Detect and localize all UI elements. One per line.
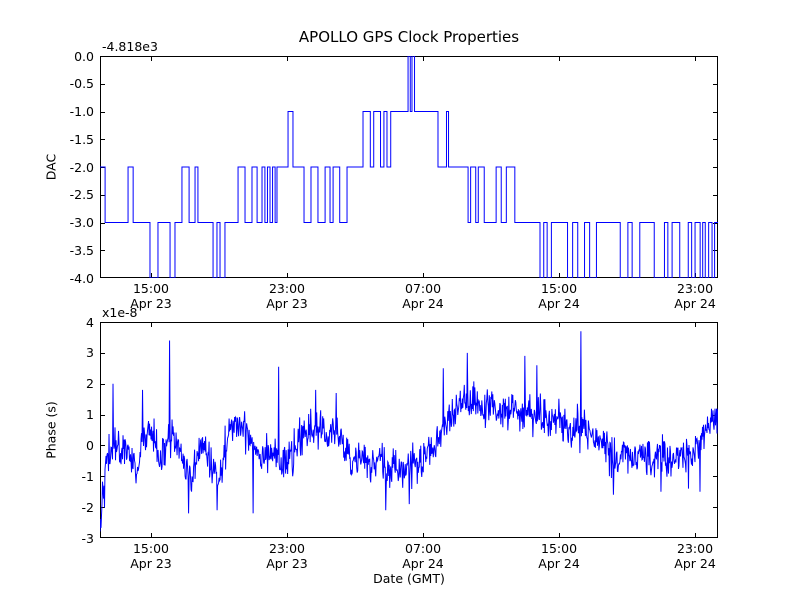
y-tick-label: -2.5 bbox=[69, 187, 94, 203]
dac-axes bbox=[100, 56, 718, 278]
dac-trace bbox=[100, 56, 718, 278]
axes-border bbox=[100, 56, 718, 278]
chart-title: APOLLO GPS Clock Properties bbox=[298, 28, 520, 46]
y-tick-label: -3.5 bbox=[69, 242, 94, 258]
x-tick-label: 23:00 Apr 23 bbox=[266, 541, 308, 571]
x-tick-label: 15:00 Apr 23 bbox=[130, 281, 172, 311]
phase-plot-svg bbox=[100, 322, 718, 538]
phase-trace bbox=[100, 331, 718, 532]
y-tick-label: -4.0 bbox=[69, 270, 94, 286]
x-tick-label: 15:00 Apr 23 bbox=[130, 541, 172, 571]
y-tick-label: 0.0 bbox=[74, 48, 94, 64]
y-tick-label: -1 bbox=[81, 468, 94, 484]
x-tick-label: 15:00 Apr 24 bbox=[538, 541, 580, 571]
y-tick-label: -3.0 bbox=[69, 215, 94, 230]
dac-y-offset-text: -4.818e3 bbox=[102, 39, 158, 54]
x-tick-label: 23:00 Apr 24 bbox=[674, 281, 716, 311]
y-tick-label: -1.5 bbox=[69, 131, 94, 147]
y-tick-label: 0 bbox=[86, 437, 94, 453]
y-tick-label: -1.0 bbox=[69, 104, 94, 119]
x-tick-label: 23:00 Apr 24 bbox=[674, 541, 716, 571]
y-tick-label: 4 bbox=[86, 314, 94, 330]
y-tick-label: -2 bbox=[81, 499, 94, 515]
phase-y-offset-text: x1e-8 bbox=[102, 305, 138, 320]
phase-axes bbox=[100, 322, 718, 538]
y-tick-label: -3 bbox=[81, 530, 94, 546]
x-tick-label: 07:00 Apr 24 bbox=[402, 281, 444, 311]
dac-plot-svg bbox=[100, 56, 718, 278]
y-tick-label: 2 bbox=[86, 376, 94, 392]
x-tick-label: 23:00 Apr 23 bbox=[266, 281, 308, 311]
y-tick-label: -2.0 bbox=[69, 159, 94, 175]
axes-border bbox=[100, 322, 718, 538]
y-tick-label: 1 bbox=[86, 407, 94, 423]
x-tick-label: 07:00 Apr 24 bbox=[402, 541, 444, 571]
y-tick-label: -0.5 bbox=[69, 76, 94, 92]
x-tick-label: 15:00 Apr 24 bbox=[538, 281, 580, 311]
x-axis-label: Date (GMT) bbox=[373, 571, 445, 586]
y-tick-label: 3 bbox=[86, 345, 94, 361]
